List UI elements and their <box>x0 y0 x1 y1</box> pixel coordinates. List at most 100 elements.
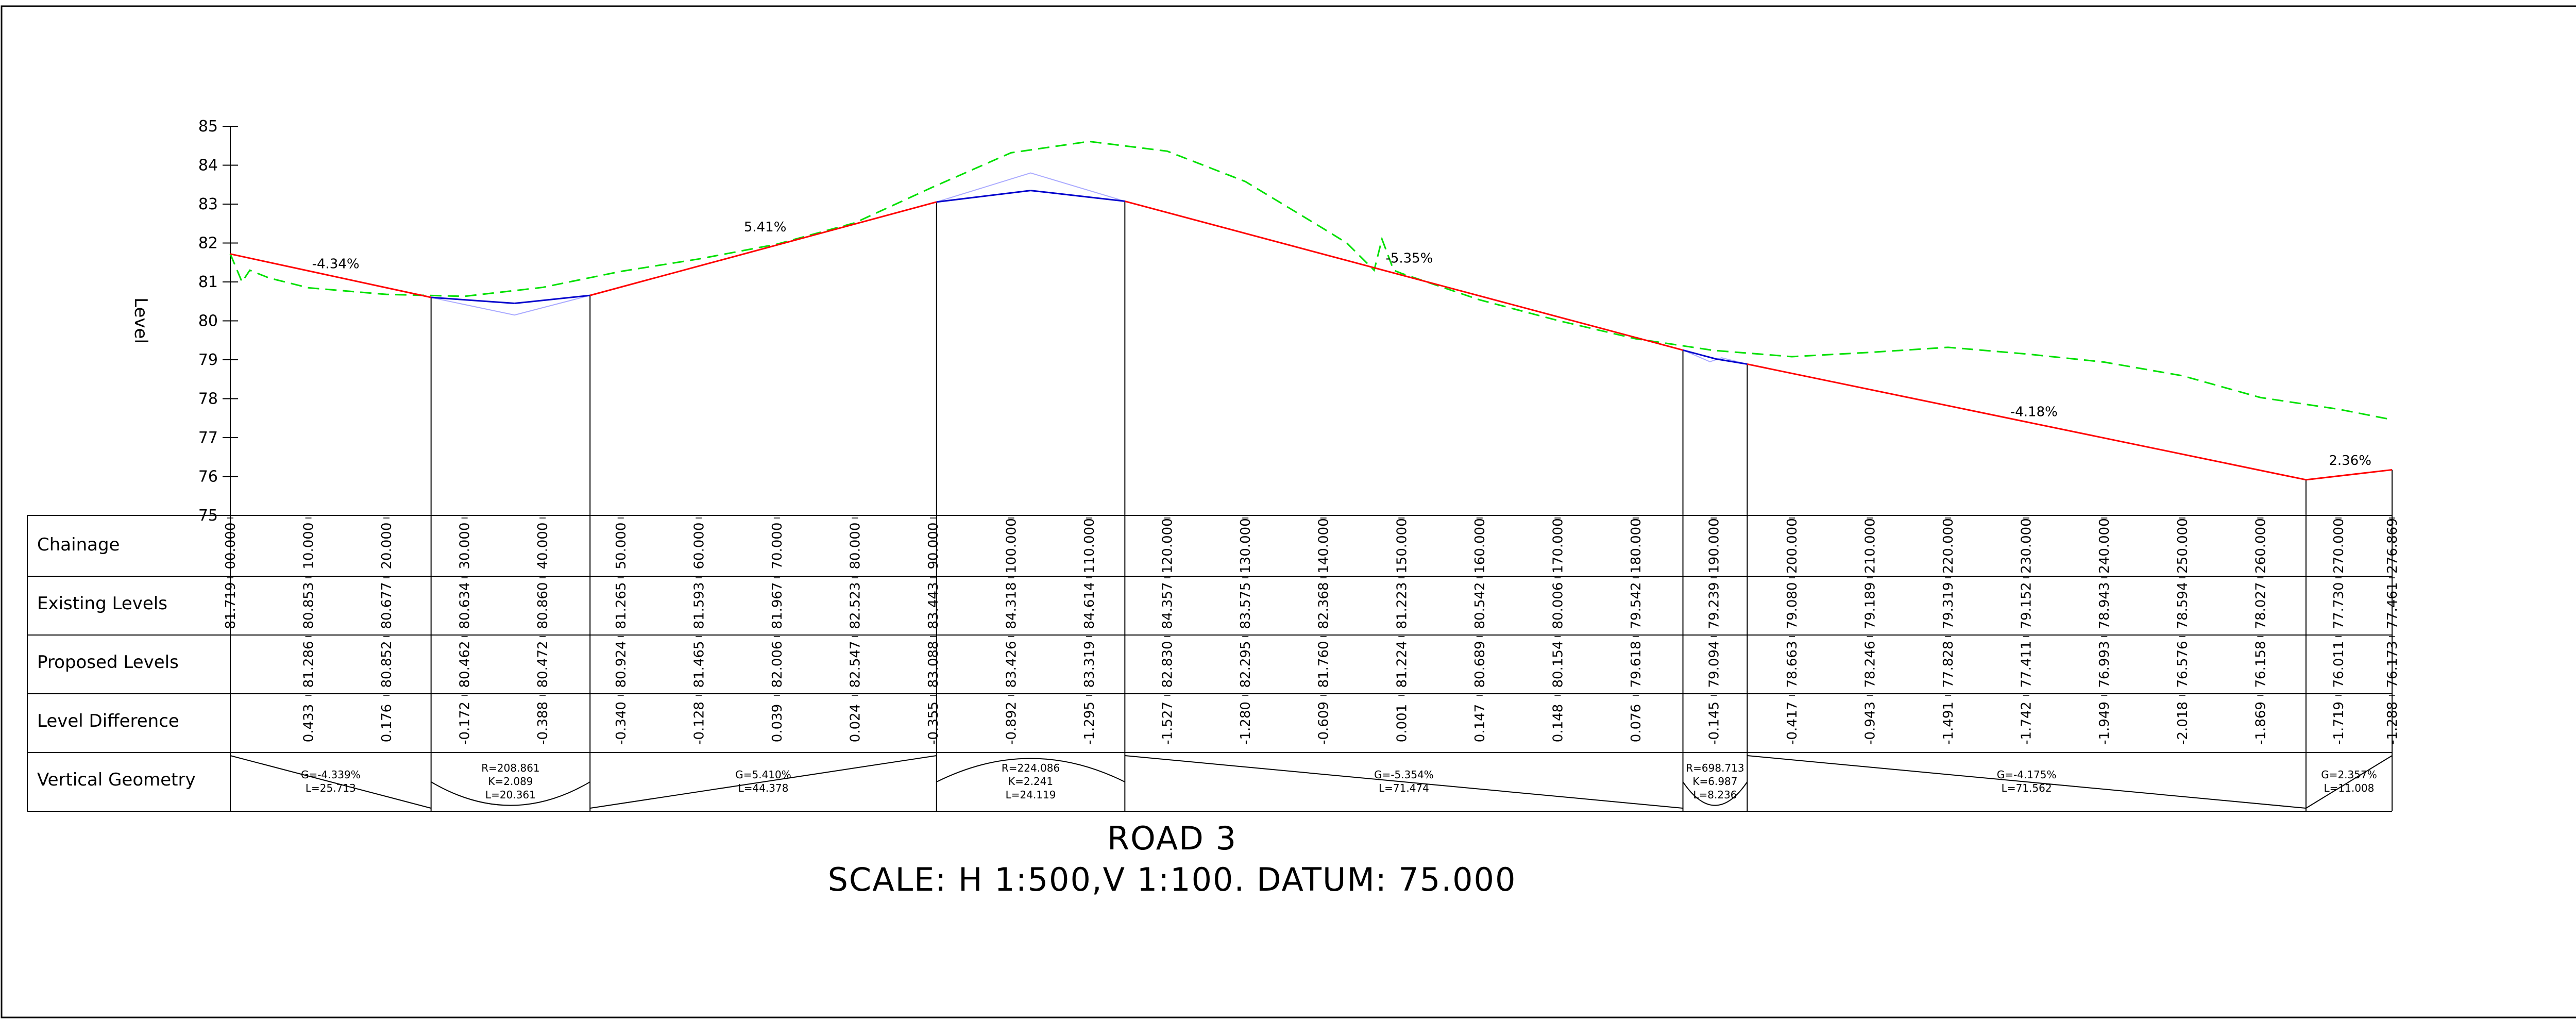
existing-level-value: 83.443 <box>926 582 941 629</box>
geometry-label: G=2.357% <box>2321 769 2377 781</box>
chainage-value: 250.000 <box>2175 518 2191 574</box>
existing-level-value: 84.614 <box>1082 582 1097 629</box>
proposed-level-value: 77.828 <box>1941 641 1956 688</box>
existing-level-value: 84.318 <box>1004 582 1020 629</box>
existing-level-value: 79.189 <box>1863 582 1878 629</box>
secondary-profile-line <box>431 172 1748 365</box>
grade-tangent-segment <box>230 253 432 298</box>
level-difference-value: -1.742 <box>2019 701 2035 745</box>
row-label-chainage: Chainage <box>37 534 120 555</box>
existing-level-value: 81.593 <box>691 582 707 629</box>
chainage-value: 140.000 <box>1316 518 1332 574</box>
level-difference-value: -1.869 <box>2253 701 2268 745</box>
geometry-label: L=24.119 <box>1006 789 1056 801</box>
level-difference-value: -0.340 <box>614 701 629 745</box>
chainage-value: 40.000 <box>535 523 551 570</box>
level-difference-value: 0.433 <box>301 704 317 742</box>
table-grid <box>27 515 2393 812</box>
table-values: 00.000 81.719 10.000 80.853 81.286 0.433 20.00… <box>223 517 2400 745</box>
vertical-curve-segment <box>936 190 1031 203</box>
level-difference-value: -0.388 <box>535 701 551 745</box>
geometry-label: L=25.713 <box>306 782 356 794</box>
existing-level-value: 80.542 <box>1472 582 1488 629</box>
proposed-level-value: 80.689 <box>1472 641 1488 688</box>
level-difference-value: -0.172 <box>457 701 473 745</box>
level-difference-value: -2.018 <box>2175 701 2191 745</box>
y-tick-label: 81 <box>198 273 218 291</box>
chainage-value: 220.000 <box>1941 518 1956 574</box>
proposed-level-value: 78.246 <box>1863 641 1878 688</box>
drawing-title: ROAD 3 <box>1107 820 1237 857</box>
level-difference-value: -1.280 <box>1238 701 1253 745</box>
existing-level-value: 77.461 <box>2385 582 2400 629</box>
level-difference-value: -1.719 <box>2331 701 2347 745</box>
chainage-value: 00.000 <box>223 523 239 570</box>
grade-label: -4.34% <box>312 257 360 272</box>
existing-level-value: 82.368 <box>1316 582 1332 629</box>
geometry-label: L=20.361 <box>485 789 536 801</box>
chainage-value: 110.000 <box>1082 518 1097 574</box>
level-difference-value: 0.001 <box>1394 704 1410 742</box>
proposed-level-value: 81.760 <box>1316 641 1332 688</box>
level-difference-value: -0.609 <box>1316 701 1332 745</box>
chainage-value: 80.000 <box>848 523 863 570</box>
existing-level-value: 80.634 <box>457 582 473 629</box>
existing-level-value: 79.080 <box>1785 582 1800 629</box>
existing-level-value: 79.319 <box>1941 582 1956 629</box>
geometry-symbol <box>1682 781 1748 806</box>
chainage-value: 170.000 <box>1550 518 1566 574</box>
proposed-level-value: 81.224 <box>1394 641 1410 688</box>
existing-level-value: 79.239 <box>1706 582 1722 629</box>
chainage-value: 90.000 <box>926 523 941 570</box>
chainage-value: 210.000 <box>1863 518 1878 574</box>
existing-level-value: 80.853 <box>301 582 317 629</box>
existing-level-value: 79.152 <box>2019 582 2035 629</box>
existing-level-value: 82.523 <box>848 582 863 629</box>
row-label-existing-levels: Existing Levels <box>37 593 167 614</box>
geometry-label: R=698.713 <box>1686 762 1744 774</box>
proposed-level-value: 78.663 <box>1785 641 1800 688</box>
existing-level-value: 83.575 <box>1238 582 1253 629</box>
proposed-level-value: 79.618 <box>1629 641 1644 688</box>
geometry-symbol <box>2306 755 2393 809</box>
existing-level-value: 80.860 <box>535 582 551 629</box>
geometry-label: K=2.089 <box>488 775 533 788</box>
existing-level-value: 80.006 <box>1550 582 1566 629</box>
geometry-symbol <box>431 781 590 806</box>
chainage-value: 150.000 <box>1394 518 1410 574</box>
y-tick-label: 77 <box>198 429 218 447</box>
y-tick-label: 76 <box>198 468 218 486</box>
grade-tangent-segment <box>589 201 937 296</box>
chainage-value: 30.000 <box>457 523 473 570</box>
grade-labels: -4.34% 5.41% -5.35% -4.18% 2.36% <box>312 220 2371 469</box>
grade-tangent-segment <box>2306 469 2393 481</box>
level-difference-value: -1.527 <box>1160 701 1176 745</box>
chainage-value: 70.000 <box>770 523 785 570</box>
proposed-level-value: 82.006 <box>770 641 785 688</box>
proposed-level-value: 80.924 <box>614 641 629 688</box>
chainage-value: 120.000 <box>1160 518 1176 574</box>
geometry-symbol <box>590 755 937 809</box>
proposed-level-value: 76.576 <box>2175 641 2191 688</box>
level-difference-value: -1.288 <box>2385 701 2400 745</box>
level-difference-value: -0.145 <box>1706 701 1722 745</box>
existing-level-value: 84.357 <box>1160 582 1176 629</box>
proposed-level-value: 80.154 <box>1550 641 1566 688</box>
existing-level-value: 78.594 <box>2175 582 2191 629</box>
grade-tangent-segment <box>1747 363 2307 481</box>
existing-level-value: 81.223 <box>1394 582 1410 629</box>
chainage-value: 60.000 <box>691 523 707 570</box>
chainage-value: 190.000 <box>1706 518 1722 574</box>
existing-level-value: 77.730 <box>2331 582 2347 629</box>
proposed-level-value: 76.993 <box>2097 641 2112 688</box>
proposed-level-value: 79.094 <box>1706 641 1722 688</box>
level-difference-value: 0.148 <box>1550 704 1566 742</box>
existing-level-value: 81.265 <box>614 582 629 629</box>
level-difference-value: 0.076 <box>1629 704 1644 742</box>
row-label-level-difference: Level Difference <box>37 711 179 731</box>
vertical-geometry-row: G=-4.339%L=25.713 R=208.861K=2.089L=20.36… <box>230 755 2393 809</box>
geometry-label: K=6.987 <box>1692 775 1737 788</box>
